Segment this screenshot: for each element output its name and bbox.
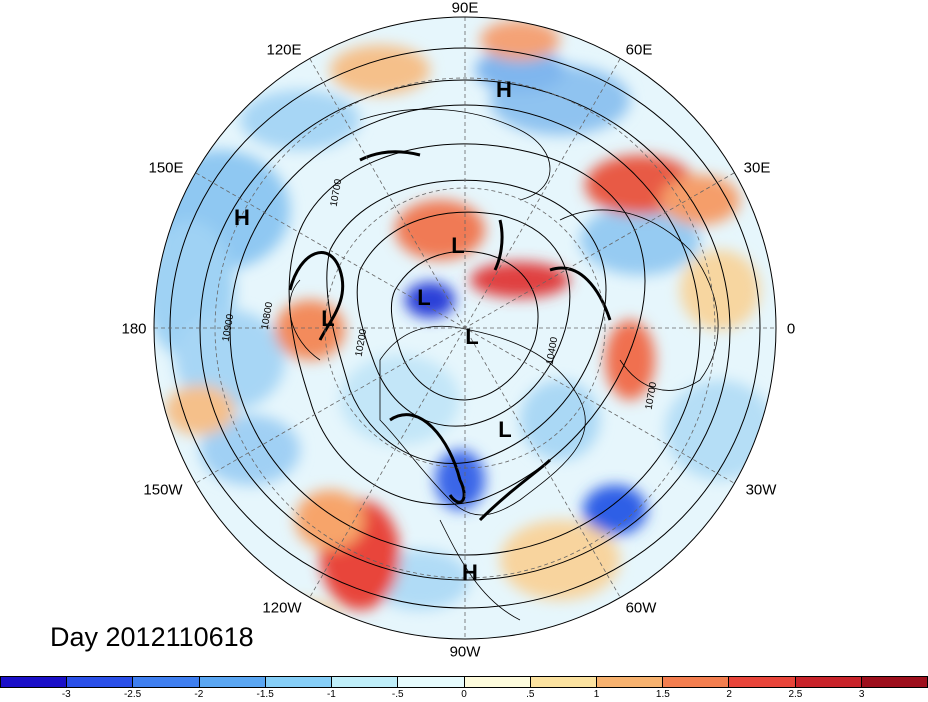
colorbar-tick-label: -1.5 (256, 689, 274, 700)
colorbar-swatch (265, 677, 333, 687)
colorbar-swatch (199, 677, 266, 687)
high-pressure-marker: H (462, 560, 478, 585)
colorbar-swatch (464, 677, 531, 687)
low-pressure-marker: L (451, 233, 465, 258)
date-title: Day 2012110618 (50, 622, 254, 652)
colorbar-swatch (1, 677, 68, 687)
colorbar-tick-label: 1 (593, 689, 600, 700)
colorbar (0, 676, 928, 688)
colorbar-tick-label: -.5 (391, 689, 404, 700)
low-pressure-marker: L (321, 306, 335, 331)
high-pressure-marker: H (234, 205, 250, 230)
colorbar-swatch (332, 677, 399, 687)
colorbar-swatch (663, 677, 730, 687)
lon-label-150w: 150W (143, 481, 183, 499)
lon-label-120e: 120E (266, 41, 302, 59)
colorbar-swatch (861, 677, 928, 687)
lon-label-30w: 30W (745, 481, 777, 499)
lon-label-90e: 90E (451, 0, 479, 17)
colorbar-tick-label: 1.5 (655, 689, 670, 700)
colorbar-tick-label: 0 (461, 689, 467, 700)
lon-label-180: 180 (121, 320, 147, 338)
colorbar-tick-label: -2 (194, 689, 204, 700)
colorbar-tick-label: -1 (326, 689, 336, 700)
colorbar-tick-label: -3 (61, 689, 71, 700)
colorbar-swatch (67, 677, 134, 687)
colorbar-swatch (795, 677, 862, 687)
low-pressure-marker: L (465, 324, 479, 349)
low-pressure-marker: L (498, 417, 512, 442)
lon-label-60e: 60E (625, 41, 653, 59)
colorbar-swatch (530, 677, 597, 687)
colorbar-swatch (398, 677, 465, 687)
lon-label-120w: 120W (262, 599, 302, 617)
lon-label-0: 0 (786, 320, 796, 338)
lon-label-30e: 30E (743, 159, 771, 177)
lon-label-150e: 150E (148, 159, 184, 177)
colorbar-tick-label: -2.5 (123, 689, 142, 700)
colorbar-tick-label: 2 (726, 689, 732, 700)
high-pressure-marker: H (496, 77, 512, 102)
colorbar-tick-label: 3 (858, 689, 865, 700)
colorbar-swatch (133, 677, 200, 687)
colorbar-swatch (729, 677, 796, 687)
colorbar-tick-label: .5 (526, 689, 535, 700)
lon-label-60w: 60W (625, 599, 657, 617)
lon-label-90w: 90W (449, 643, 481, 661)
low-pressure-marker: L (417, 285, 431, 310)
colorbar-swatch (596, 677, 664, 687)
anomaly-field (154, 17, 776, 639)
colorbar-tick-label: 2.5 (788, 689, 803, 700)
